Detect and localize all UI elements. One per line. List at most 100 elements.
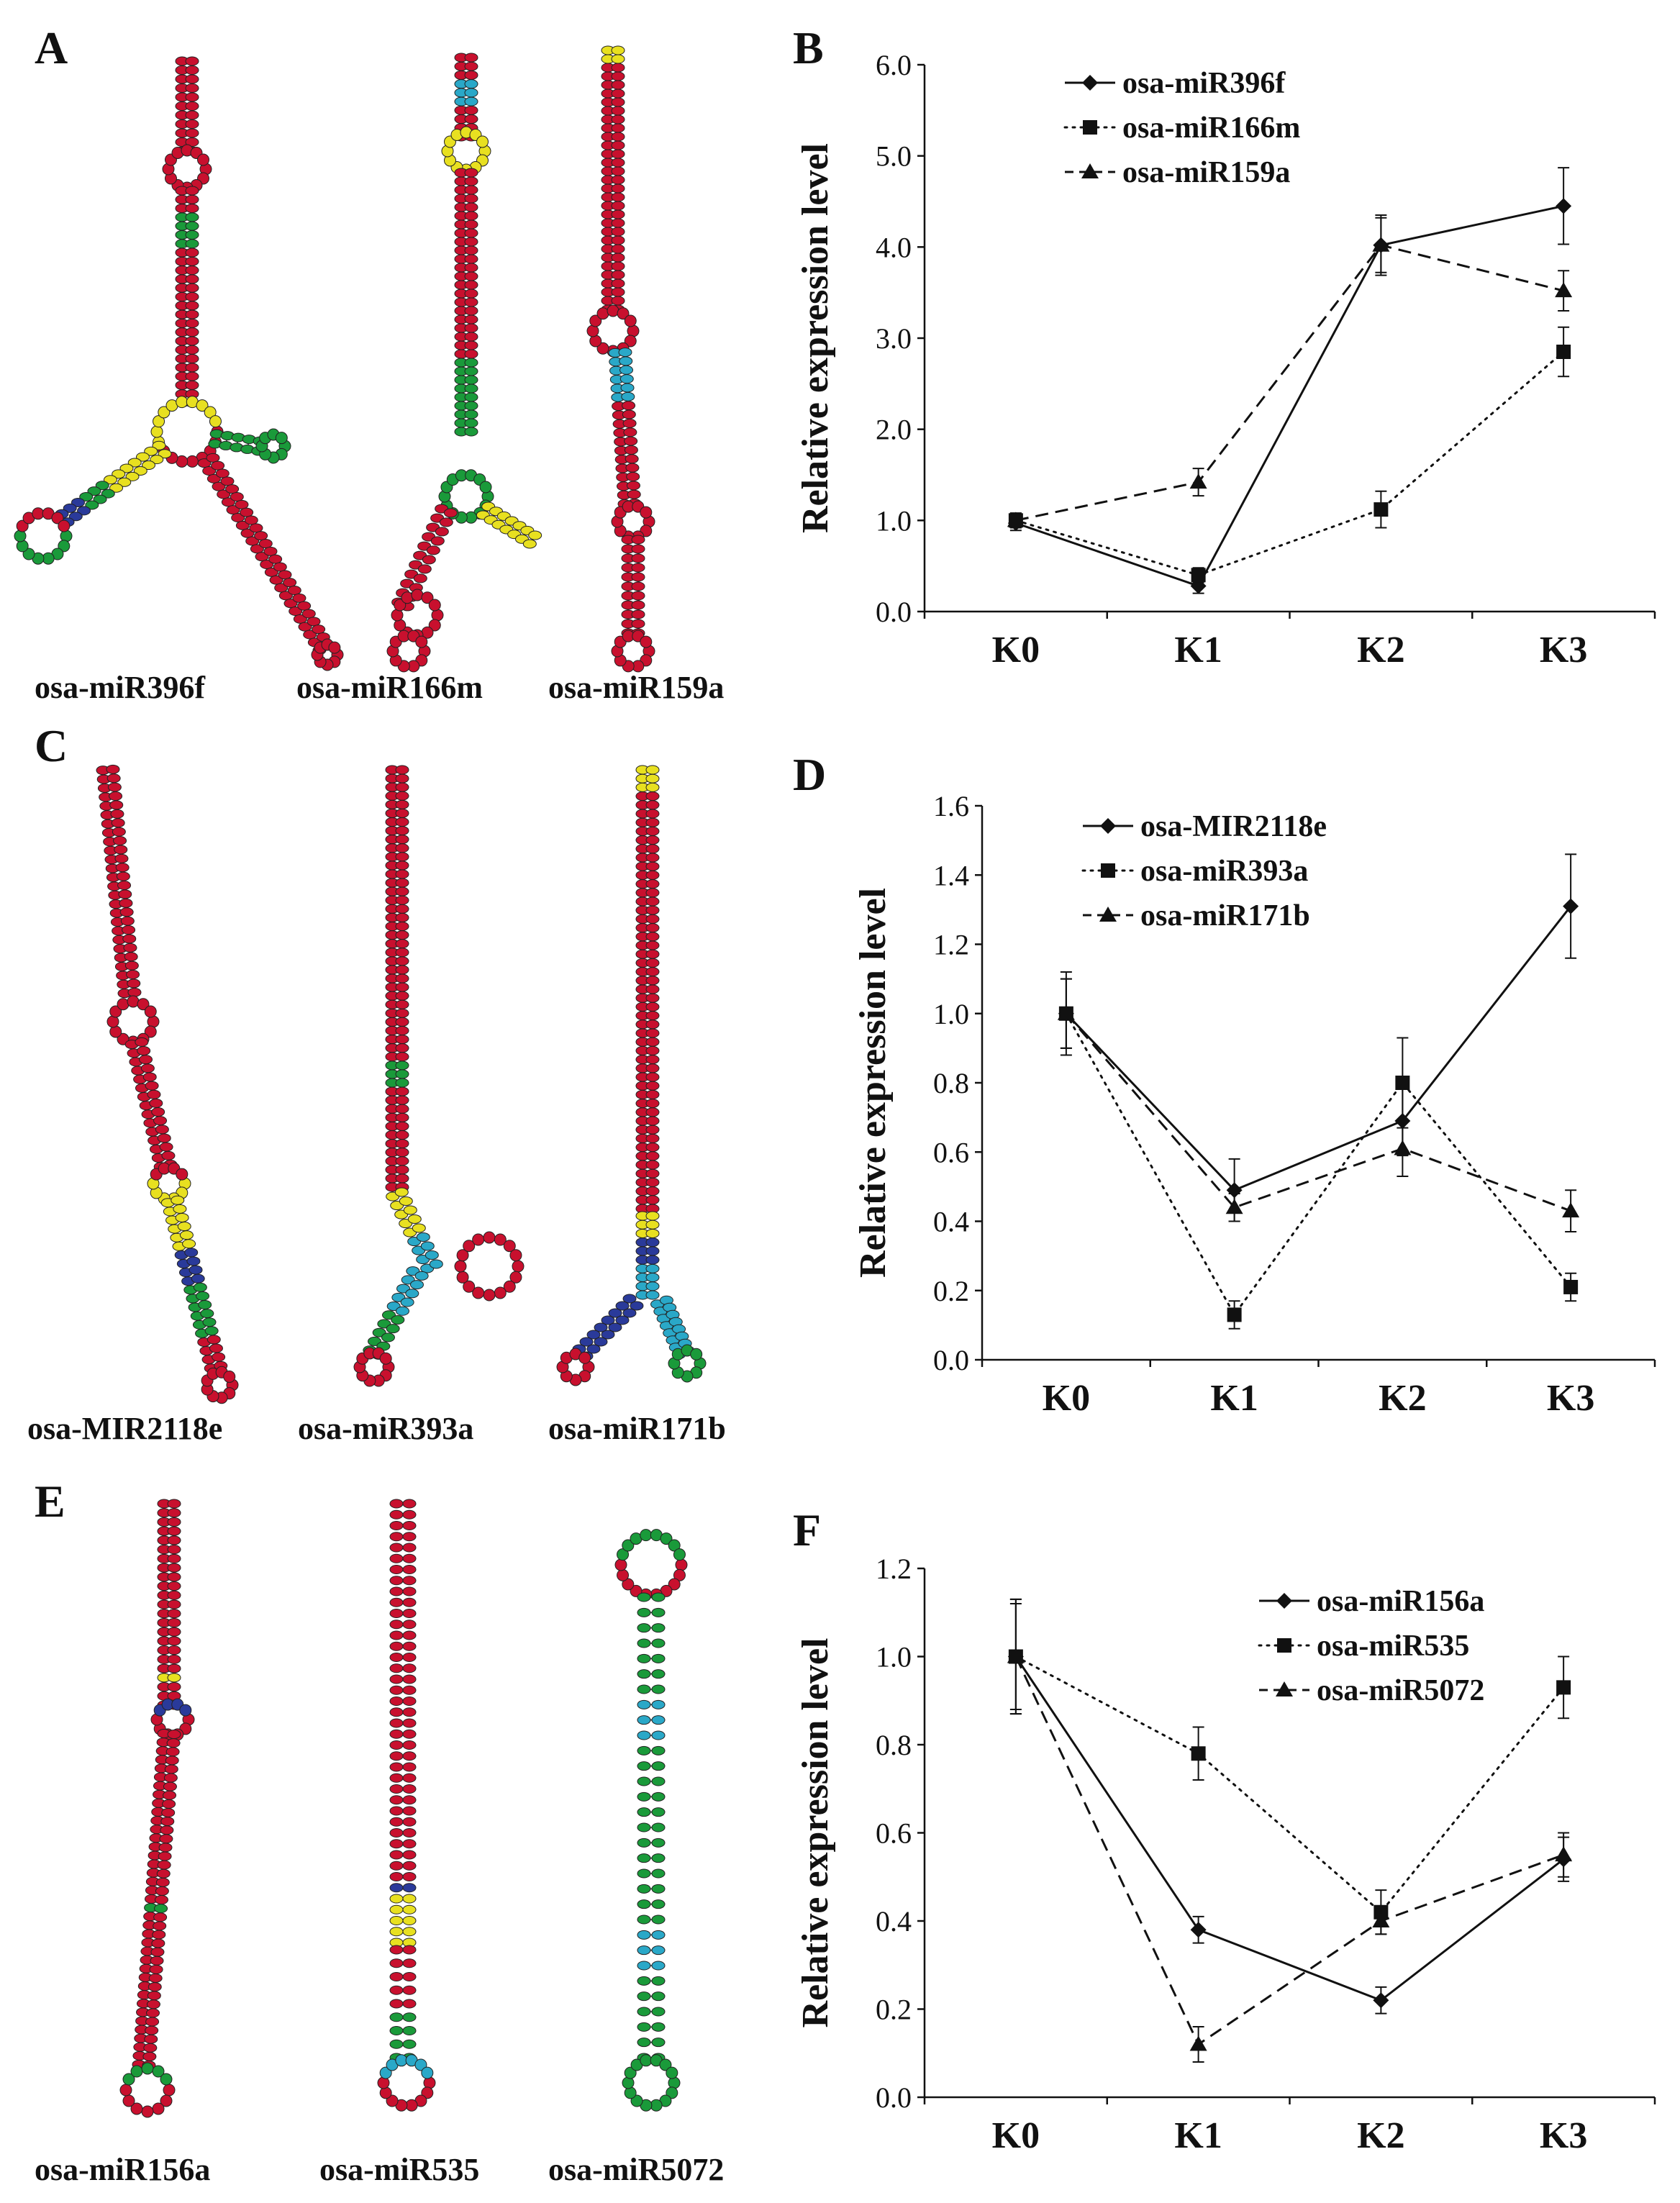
stem-segment (391, 1314, 405, 1325)
loop-segment (144, 1025, 157, 1038)
series-line (1065, 1012, 1572, 1317)
stem-segment (278, 570, 292, 580)
panel-letter-c: C (35, 720, 68, 771)
legend-entry: osa-miR5072 (1259, 1674, 1484, 1707)
loop-segment (394, 599, 407, 612)
y-tick-label: 0.6 (933, 1136, 969, 1168)
legend-marker (1277, 1638, 1291, 1653)
stem-segment (631, 619, 645, 629)
stem-segment (167, 1572, 181, 1582)
stem-segment (167, 1517, 181, 1527)
y-tick-label: 3.0 (876, 322, 912, 355)
stem-segment (226, 505, 240, 515)
stem-segment (235, 499, 249, 509)
stem-segment (273, 562, 287, 572)
x-tick-label: K1 (1174, 630, 1222, 671)
y-tick-label: 0.0 (933, 1344, 969, 1376)
series-line (1014, 350, 1565, 576)
loop-segment (617, 307, 630, 320)
loop-segment (463, 1280, 476, 1293)
stem-segment (631, 553, 645, 563)
stem-segment (405, 1289, 419, 1299)
legend-entry: osa-miR166m (1063, 112, 1300, 145)
stem-segment (109, 483, 124, 493)
stem-segment (399, 1196, 413, 1206)
stem-segment (152, 440, 166, 450)
stem-segment (283, 599, 298, 609)
loop-segment (509, 1271, 522, 1284)
stem-segment (409, 1280, 424, 1290)
stem-segment (631, 581, 645, 591)
loop-segment (58, 519, 71, 532)
panel-letter-e: E (35, 1476, 65, 1527)
data-point (1394, 1140, 1412, 1155)
structure-label-mir535: osa-miR535 (319, 2152, 480, 2187)
stem-segment (211, 460, 225, 471)
y-tick-label: 6.0 (876, 49, 912, 81)
loop-segment (503, 1280, 516, 1293)
stem-segment (528, 530, 542, 540)
x-tick-label: K1 (1210, 1378, 1258, 1419)
stem-segment (631, 572, 645, 582)
stem-segment (579, 1337, 594, 1347)
y-tick-label: 1.2 (933, 929, 969, 961)
stem-segment (254, 531, 268, 541)
stem-segment (167, 1627, 181, 1637)
stem-segment (420, 1241, 435, 1251)
legend-entry: osa-miR393a (1081, 855, 1308, 888)
stem-segment (119, 463, 134, 473)
stem-segment (167, 1581, 181, 1591)
data-point (1556, 198, 1572, 214)
stem-segment (464, 427, 478, 437)
stem-segment (414, 1271, 429, 1281)
loop-segment (137, 998, 150, 1011)
loop-segment (690, 1348, 703, 1361)
stem-segment (601, 1330, 615, 1340)
legend-marker (1276, 1593, 1292, 1609)
structure-mir2118e (96, 764, 239, 1404)
stem-segment (435, 527, 449, 537)
structure-label-mir159a: osa-miR159a (548, 670, 725, 705)
stem-segment (394, 1187, 409, 1197)
stem-segment (167, 1553, 181, 1563)
legend-label: osa-miR396f (1122, 67, 1286, 100)
stem-segment (167, 1654, 181, 1664)
y-tick-label: 0.2 (933, 1275, 969, 1307)
legend-label: osa-miR393a (1140, 855, 1308, 888)
rna-secondary-structures (14, 45, 707, 2118)
series-line (1015, 244, 1564, 522)
panel-letter-a: A (35, 22, 68, 73)
stem-segment (274, 583, 289, 593)
stem-segment (608, 1322, 622, 1332)
y-axis-label: Relative expression level (795, 143, 836, 533)
stem-segment (71, 497, 85, 507)
structure-label-mir393a: osa-miR393a (298, 1411, 474, 1446)
y-tick-label: 5.0 (876, 140, 912, 173)
y-tick-label: 0.0 (876, 596, 912, 628)
series-osa-miR159a (1007, 217, 1573, 529)
y-tick-label: 1.4 (933, 859, 969, 891)
panel-letter-b: B (793, 22, 824, 73)
stem-segment (87, 486, 101, 496)
stem-segment (112, 469, 126, 479)
stem-segment (301, 609, 316, 619)
legend-marker (1082, 75, 1098, 91)
y-tick-label: 0.4 (876, 1905, 912, 1938)
stem-segment (395, 1306, 409, 1316)
stem-segment (245, 536, 260, 546)
stem-segment (615, 1301, 630, 1311)
stem-segment (127, 458, 142, 468)
y-tick-label: 0.4 (933, 1206, 969, 1238)
data-point (1556, 1680, 1571, 1695)
loop-segment (624, 314, 637, 327)
chart-panel-f: 0.0 0.2 0.4 0.6 0.8 1.0 1.2 K0 K1 K2 K3 Relative ex… (795, 1553, 1656, 2156)
series-line (1015, 204, 1564, 588)
loop-segment (640, 635, 653, 648)
stem-segment (622, 1294, 637, 1304)
stem-segment (386, 1324, 400, 1334)
structure-label-mir396f: osa-miR396f (35, 670, 206, 705)
stem-segment (422, 555, 436, 565)
stem-segment (167, 1499, 181, 1509)
stem-segment (206, 453, 220, 463)
stem-segment (167, 1508, 181, 1518)
